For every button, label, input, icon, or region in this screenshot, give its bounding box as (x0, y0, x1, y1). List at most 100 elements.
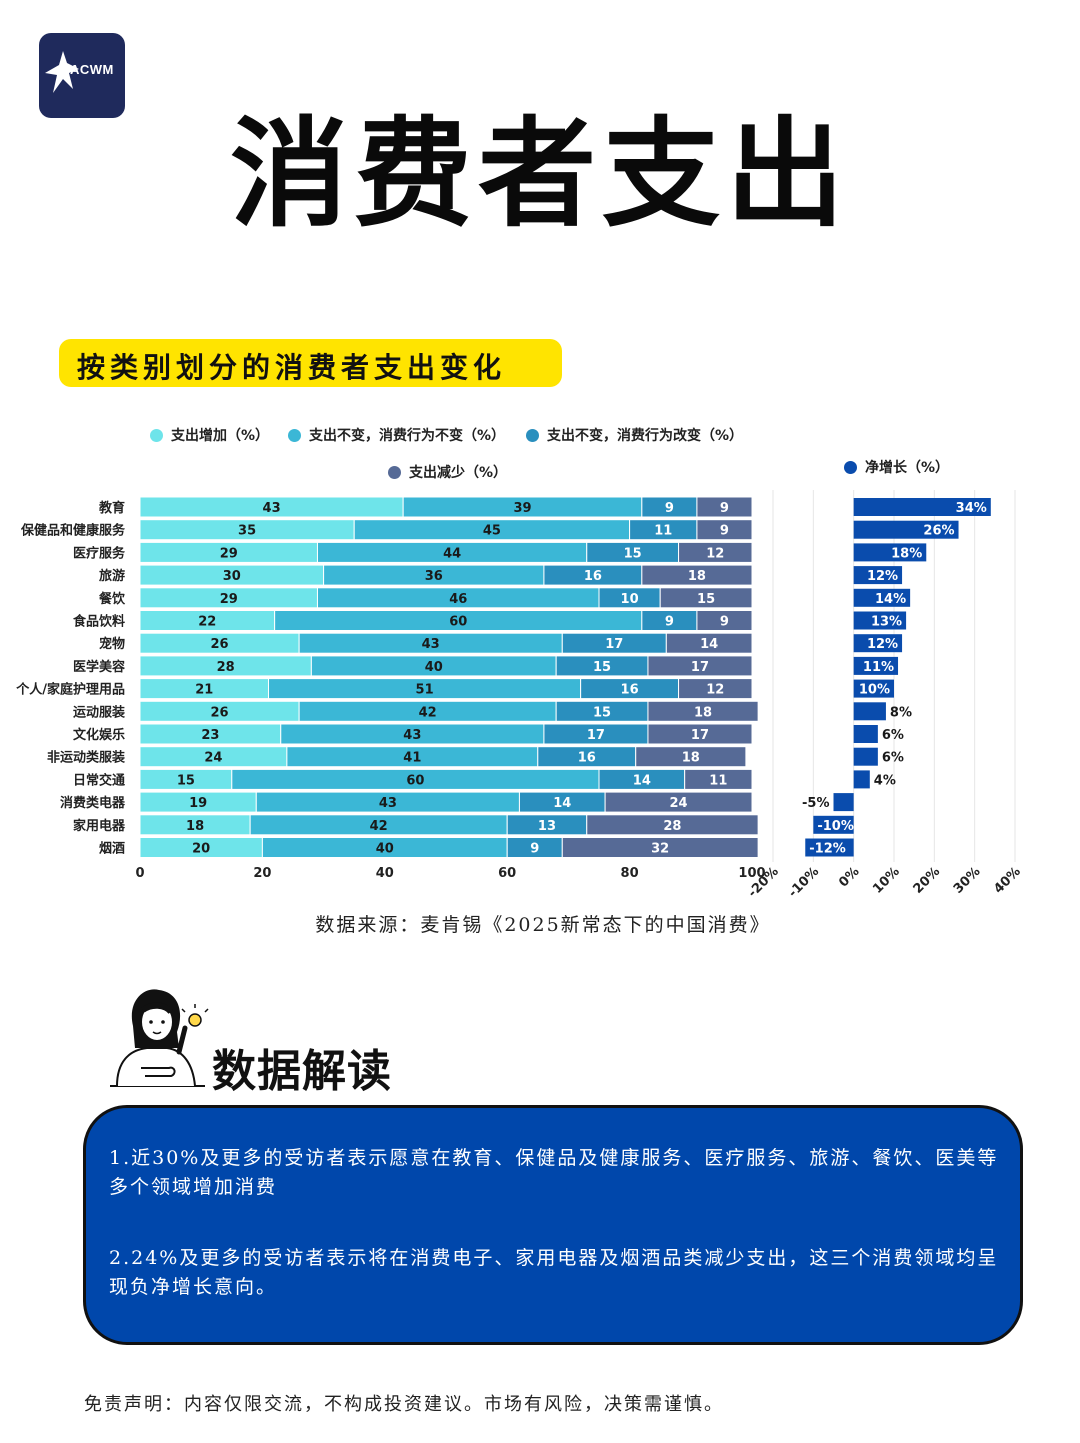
x-tick-label: 80 (621, 866, 639, 881)
stacked-bar-label: 28 (663, 819, 681, 834)
net-growth-label: -12% (809, 842, 846, 857)
net-growth-bar (853, 702, 886, 721)
category-label: 教育 (98, 500, 125, 516)
legend-increase: 支出增加（%） (150, 425, 269, 445)
eagle-icon (45, 51, 79, 93)
stacked-bar-label: 16 (578, 751, 596, 766)
net-growth-label: -10% (817, 819, 854, 834)
net-x-tick-label: 0% (836, 864, 862, 890)
stacked-bar-label: 30 (223, 569, 241, 584)
stacked-bar-label: 44 (443, 546, 461, 561)
x-tick-label: 60 (498, 866, 516, 881)
logo: ACWM (39, 33, 125, 118)
net-growth-label: 12% (867, 569, 898, 584)
net-growth-bar (853, 566, 903, 585)
stacked-bar-label: 9 (720, 615, 729, 630)
legend-label-same-same: 支出不变，消费行为不变（%） (309, 428, 506, 444)
insight-1: 1.近30%及更多的受访者表示愿意在教育、保健品及健康服务、医疗服务、旅游、餐饮… (109, 1147, 999, 1198)
stacked-bar-label: 10 (621, 592, 639, 607)
legend-dot-increase (150, 428, 163, 442)
stacked-bar-label: 15 (624, 546, 642, 561)
stacked-bar-segment (678, 541, 753, 563)
stacked-bar-segment (604, 791, 753, 813)
legend-dot-decrease (388, 465, 401, 479)
net-growth-label: 18% (891, 546, 922, 561)
stacked-bar-label: 42 (370, 819, 388, 834)
category-label: 日常交通 (73, 772, 125, 788)
stacked-bar-label: 18 (186, 819, 204, 834)
x-tick-label: 100 (738, 866, 765, 881)
net-growth-bar (805, 838, 854, 857)
stacked-bar-label: 9 (665, 615, 674, 630)
stacked-bar-label: 15 (697, 592, 715, 607)
stacked-bar-label: 40 (425, 660, 443, 675)
stacked-bar-label: 17 (691, 660, 709, 675)
disclaimer: 免责声明：内容仅限交流，不构成投资建议。市场有风险，决策需谨慎。 (84, 1394, 724, 1415)
legend-label-increase: 支出增加（%） (171, 428, 270, 444)
category-label: 运动服装 (73, 704, 125, 720)
net-x-tick-label: 20% (911, 864, 944, 897)
stacked-bar-label: 9 (530, 842, 539, 857)
x-tick-label: 0 (135, 866, 144, 881)
stacked-bar-label: 29 (220, 546, 238, 561)
stacked-bar-label: 41 (403, 751, 421, 766)
stacked-bar-label: 18 (688, 569, 706, 584)
stacked-bar-label: 43 (379, 796, 397, 811)
x-tick-label: 40 (376, 866, 394, 881)
stacked-bar-label: 16 (584, 569, 602, 584)
stacked-bar-label: 51 (416, 683, 434, 698)
net-x-tick-label: 30% (951, 864, 984, 897)
stacked-bar-label: 20 (192, 842, 210, 857)
stacked-bar-label: 28 (217, 660, 235, 675)
stacked-bar-label: 15 (593, 660, 611, 675)
insight-box: 1.近30%及更多的受访者表示愿意在教育、保健品及健康服务、医疗服务、旅游、餐饮… (83, 1105, 1023, 1345)
stacked-bar-label: 19 (189, 796, 207, 811)
stacked-bar-label: 29 (220, 592, 238, 607)
category-label: 家用电器 (73, 818, 126, 834)
net-growth-bar (853, 543, 927, 562)
stacked-bar-label: 15 (177, 773, 195, 788)
net-growth-bar (853, 679, 894, 698)
stacked-bar-label: 13 (538, 819, 556, 834)
stacked-bar-label: 14 (553, 796, 571, 811)
stacked-bar-label: 11 (654, 524, 672, 539)
stacked-bar-label: 45 (483, 524, 501, 539)
category-label: 医疗服务 (73, 545, 126, 561)
category-label: 保健品和健康服务 (20, 523, 126, 539)
stacked-bar-label: 17 (587, 728, 605, 743)
stacked-bar-label: 12 (706, 546, 724, 561)
net-growth-label: 4% (874, 773, 896, 788)
stacked-bar-label: 18 (694, 705, 712, 720)
stacked-bar-label: 9 (720, 501, 729, 516)
net-x-tick-label: 10% (870, 864, 903, 897)
category-label: 消费类电器 (60, 795, 126, 811)
subtitle-highlight: 按类别划分的消费者支出变化 (59, 339, 562, 387)
category-label: 餐饮 (98, 591, 126, 607)
stacked-bar-label: 18 (682, 751, 700, 766)
section-title: 数据解读 (212, 1046, 392, 1097)
page-title: 消费者支出 (229, 104, 850, 243)
category-label: 医学美容 (73, 659, 125, 675)
stacked-bar-segment (635, 746, 747, 768)
stacked-bar-label: 60 (449, 615, 467, 630)
net-growth-label: 8% (890, 705, 912, 720)
stacked-bar-segment (586, 814, 759, 836)
net-growth-bar (853, 520, 959, 539)
stacked-bar-segment (696, 519, 753, 541)
legend-same-same: 支出不变，消费行为不变（%） (288, 425, 505, 445)
legend-label-decrease: 支出减少（%） (409, 465, 508, 481)
net-x-tick-label: 40% (991, 864, 1024, 897)
stacked-bar-label: 14 (700, 637, 718, 652)
category-label: 烟酒 (99, 842, 125, 857)
category-label: 食品饮料 (73, 614, 125, 630)
net-growth-label: 26% (923, 524, 954, 539)
stacked-bar-segment (641, 564, 753, 586)
stacked-bar-segment (678, 678, 753, 700)
chart: 教育 43 39 9 9 保健品和健康服务 35 45 11 9 医疗服务 29 44 15 12 旅游 30 3… (15, 490, 1024, 900)
x-tick-label: 20 (253, 866, 271, 881)
stacked-bar-label: 15 (593, 705, 611, 720)
net-growth-label: 13% (871, 615, 902, 630)
stacked-bar-segment (647, 723, 753, 745)
category-label: 宠物 (99, 636, 125, 652)
category-label: 文化娱乐 (73, 727, 125, 743)
